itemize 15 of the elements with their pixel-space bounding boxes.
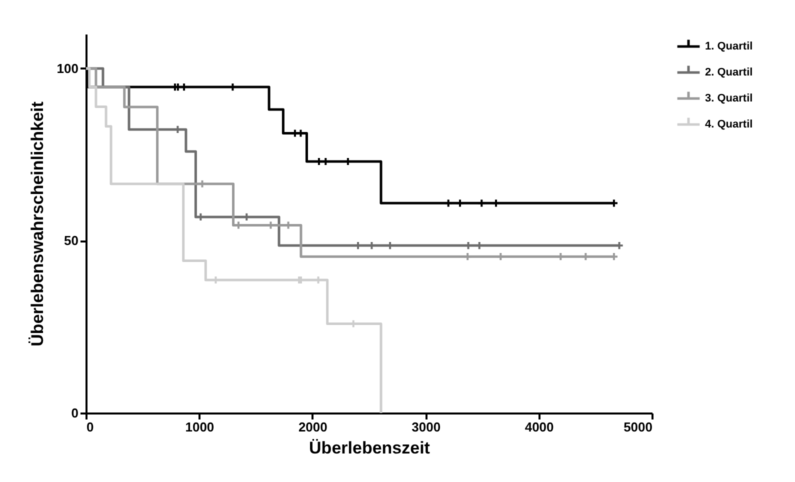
x-tick-label: 0 bbox=[86, 420, 94, 434]
x-tick-label: 2000 bbox=[298, 420, 328, 434]
x-tick-label: 4000 bbox=[524, 420, 554, 434]
legend-label: 1. Quartil bbox=[705, 40, 753, 52]
x-tick-label: 5000 bbox=[624, 420, 652, 434]
y-tick-label: 50 bbox=[64, 233, 78, 248]
y-tick-label: 0 bbox=[71, 406, 78, 420]
x-tick-label: 1000 bbox=[185, 420, 214, 434]
y-tick-label: 100 bbox=[56, 60, 78, 76]
legend-label: 3. Quartil bbox=[705, 92, 753, 104]
legend-label: 4. Quartil bbox=[705, 118, 753, 130]
x-tick-label: 3000 bbox=[412, 420, 441, 434]
x-axis-title: Überlebenszeit bbox=[309, 438, 430, 458]
legend-label: 2. Quartil bbox=[705, 66, 753, 78]
y-axis-title: Überlebenswahrscheinlichkeit bbox=[28, 101, 47, 346]
